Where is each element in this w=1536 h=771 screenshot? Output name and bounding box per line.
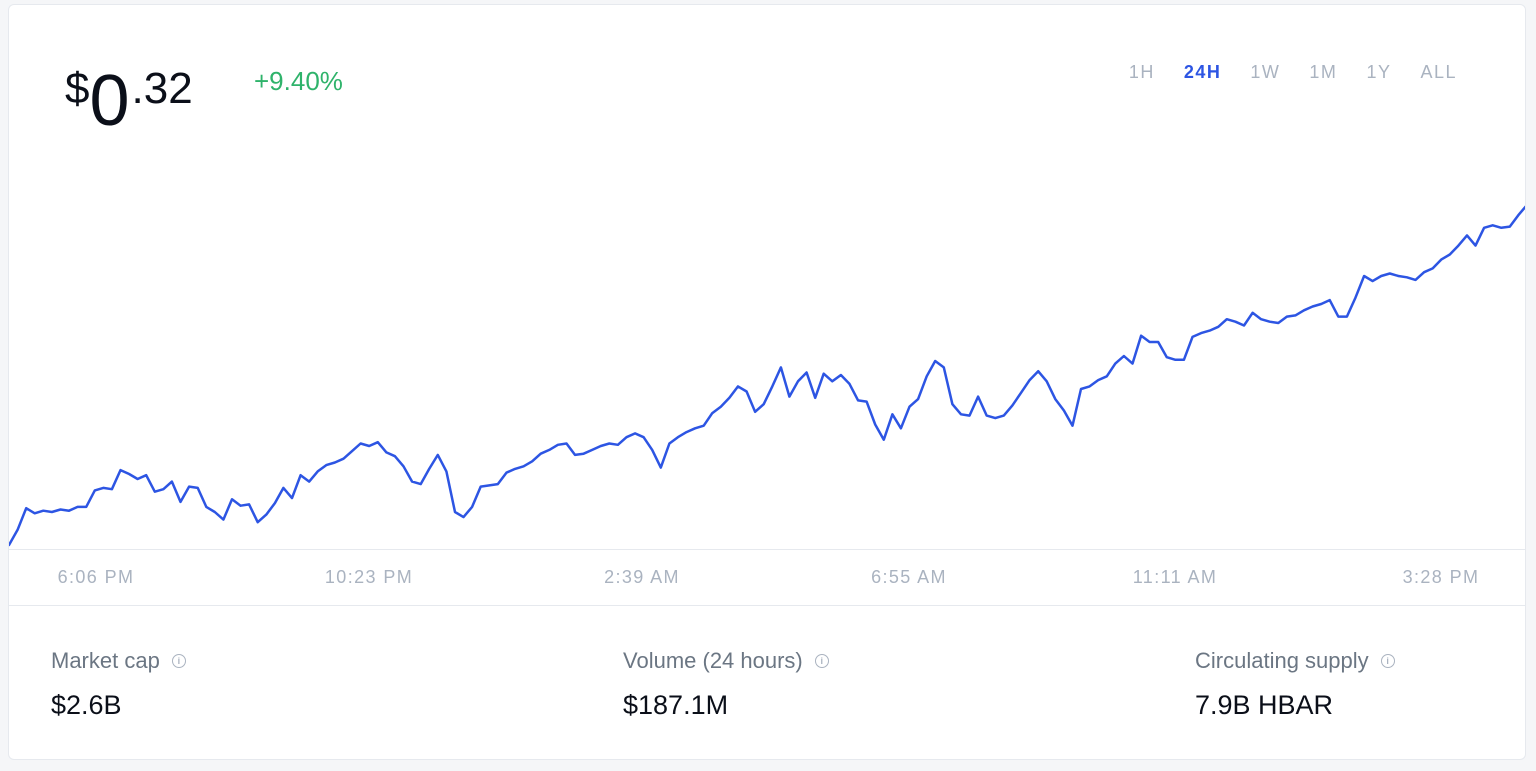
range-1y[interactable]: 1Y bbox=[1366, 62, 1392, 82]
range-all[interactable]: ALL bbox=[1420, 62, 1457, 82]
x-tick-label: 6:55 AM bbox=[871, 567, 947, 587]
x-tick-label: 11:11 AM bbox=[1132, 567, 1218, 587]
chart-baseline bbox=[9, 549, 1525, 550]
stat-value: $2.6B bbox=[51, 690, 122, 720]
stat-value: 7.9B HBAR bbox=[1195, 690, 1334, 720]
x-tick-label: 6:06 PM bbox=[57, 567, 135, 587]
current-price: $ 0 .32 bbox=[65, 59, 193, 137]
stat-circulating-supply: Circulating supply i 7.9B HBAR bbox=[1195, 648, 1395, 721]
price-card: $ 0 .32 +9.40% 1H 24H 1W 1M 1Y ALL 6:06 … bbox=[8, 4, 1526, 760]
stat-label: Circulating supply bbox=[1195, 648, 1369, 673]
stat-volume: Volume (24 hours) i $187.1M bbox=[623, 648, 829, 721]
price-chart[interactable] bbox=[9, 185, 1526, 553]
range-1w[interactable]: 1W bbox=[1250, 62, 1281, 82]
stat-label: Market cap bbox=[51, 648, 160, 673]
stats-divider bbox=[9, 605, 1525, 606]
stat-market-cap: Market cap i $2.6B bbox=[51, 648, 186, 721]
stat-value: $187.1M bbox=[623, 690, 729, 720]
range-1h[interactable]: 1H bbox=[1128, 62, 1155, 82]
x-tick-label: 2:39 AM bbox=[604, 567, 680, 587]
range-1m[interactable]: 1M bbox=[1309, 62, 1338, 82]
time-range-selector: 1H 24H 1W 1M 1Y ALL bbox=[1129, 62, 1457, 83]
info-icon[interactable]: i bbox=[171, 654, 186, 668]
x-axis: 6:06 PM 10:23 PM 2:39 AM 6:55 AM 11:11 A… bbox=[9, 567, 1525, 597]
price-integer: 0 bbox=[89, 61, 130, 141]
info-icon[interactable]: i bbox=[1380, 654, 1395, 668]
price-currency: $ bbox=[65, 64, 90, 113]
price-decimal: .32 bbox=[131, 64, 193, 113]
x-tick-label: 3:28 PM bbox=[1402, 567, 1480, 587]
range-24h[interactable]: 24H bbox=[1183, 62, 1222, 82]
price-change: +9.40% bbox=[254, 66, 343, 96]
x-tick-label: 10:23 PM bbox=[324, 567, 414, 587]
stat-label: Volume (24 hours) bbox=[623, 648, 803, 673]
stats-row: Market cap i $2.6B Volume (24 hours) i $… bbox=[9, 648, 1525, 738]
info-icon[interactable]: i bbox=[814, 654, 829, 668]
price-line bbox=[9, 205, 1525, 547]
